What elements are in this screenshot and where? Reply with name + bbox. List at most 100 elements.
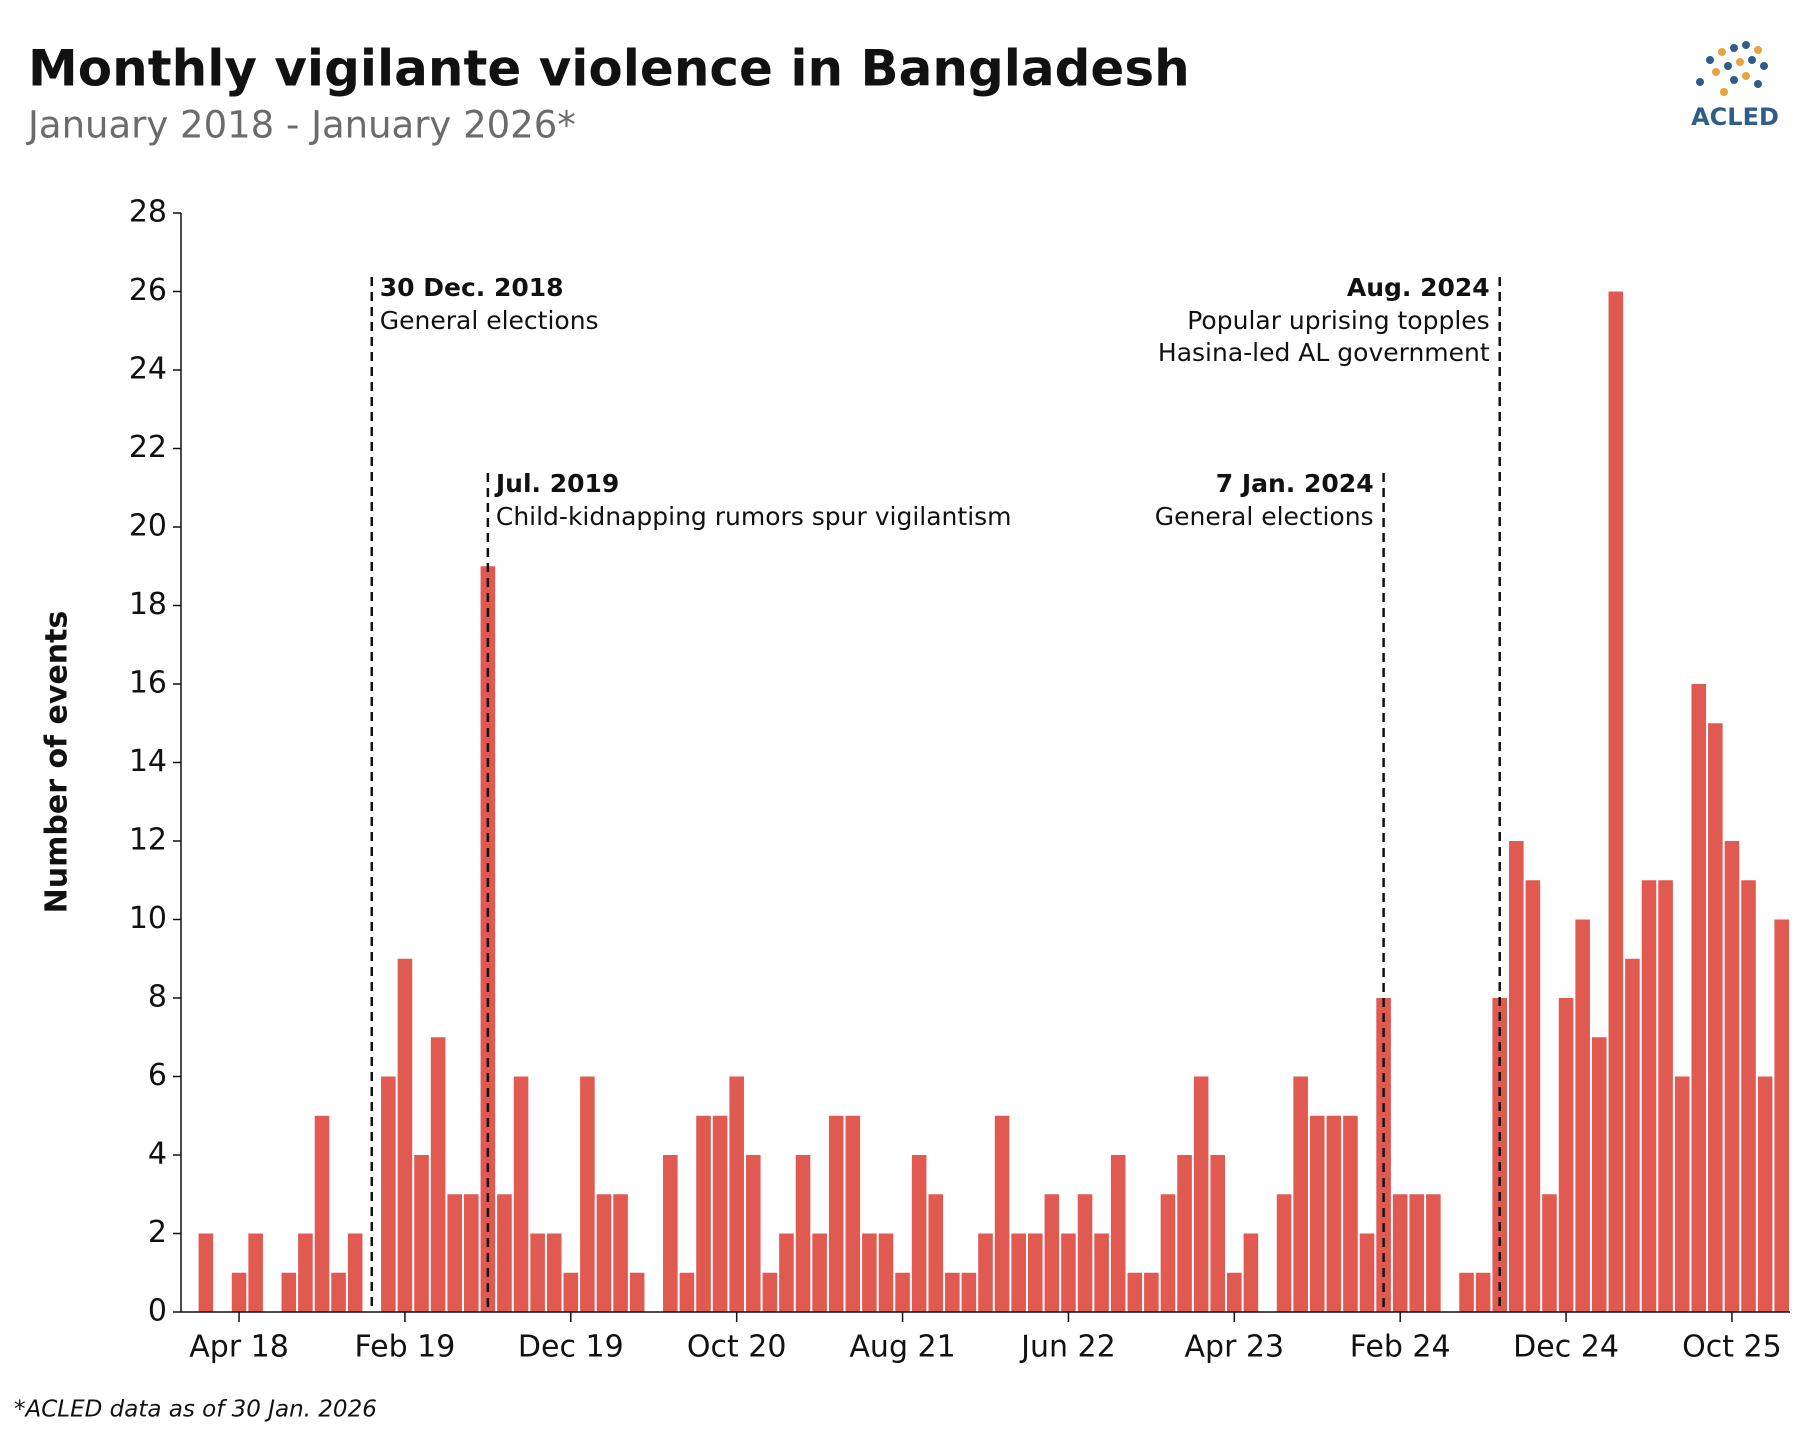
bar (1293, 1076, 1308, 1312)
bar (745, 1155, 761, 1312)
bar (1011, 1233, 1026, 1312)
y-tick-label: 26 (129, 273, 167, 308)
bar (1309, 1115, 1325, 1312)
bar (1641, 880, 1657, 1312)
bar (248, 1233, 263, 1312)
bar (1426, 1194, 1441, 1312)
bar (1061, 1233, 1076, 1312)
bar (895, 1272, 910, 1312)
annotation-date: Jul. 2019 (494, 469, 619, 498)
bar (911, 1155, 927, 1312)
bar (1392, 1194, 1408, 1312)
bar (1591, 1037, 1607, 1312)
bar (198, 1233, 214, 1312)
bar (729, 1076, 744, 1312)
bar (1575, 919, 1590, 1312)
bar (447, 1194, 462, 1312)
y-tick-label: 14 (129, 744, 167, 779)
chart-subtitle: January 2018 - January 2026* (26, 104, 576, 147)
bar (430, 1037, 446, 1312)
y-tick-label: 10 (129, 901, 167, 936)
bar (530, 1233, 545, 1312)
bar (463, 1194, 479, 1312)
bar (1243, 1233, 1259, 1312)
bar (845, 1115, 861, 1312)
bar (513, 1076, 529, 1312)
bar (862, 1233, 877, 1312)
bar (928, 1194, 944, 1312)
annotation-text: General elections (380, 306, 599, 335)
x-tick-label: Apr 23 (1185, 1330, 1285, 1365)
bar (331, 1272, 346, 1312)
bar (381, 1076, 396, 1312)
logo-text: ACLED (1691, 103, 1779, 131)
x-tick-label: Dec 24 (1513, 1330, 1619, 1365)
bar (1509, 841, 1524, 1312)
bar (762, 1272, 778, 1312)
bar (1276, 1194, 1292, 1312)
bar (1177, 1155, 1192, 1312)
bar (613, 1194, 628, 1312)
x-tick-label: Dec 19 (518, 1330, 624, 1365)
bar (1625, 958, 1640, 1312)
bar (1044, 1194, 1060, 1312)
annotation-date: 30 Dec. 2018 (380, 273, 564, 302)
bar (1674, 1076, 1690, 1312)
bar (596, 1194, 612, 1312)
bar (546, 1233, 562, 1312)
bar (397, 958, 413, 1312)
bar (1077, 1194, 1093, 1312)
bar (1210, 1155, 1226, 1312)
bar (1459, 1272, 1474, 1312)
bar (945, 1272, 960, 1312)
y-tick-label: 6 (148, 1058, 167, 1093)
annotation-text: Popular uprising topples (1187, 306, 1489, 335)
bar (978, 1233, 993, 1312)
x-tick-label: Oct 25 (1682, 1330, 1782, 1365)
bar (1542, 1194, 1557, 1312)
x-tick-label: Feb 19 (355, 1330, 456, 1365)
bar (314, 1115, 330, 1312)
bar (779, 1233, 794, 1312)
bar (347, 1233, 363, 1312)
bar (712, 1115, 728, 1312)
bar (663, 1155, 678, 1312)
chart-title: Monthly vigilante violence in Bangladesh (28, 40, 1190, 98)
bar (580, 1076, 595, 1312)
annotation-date: 7 Jan. 2024 (1216, 469, 1374, 498)
y-axis-label: Number of events (40, 611, 75, 914)
bar (1741, 880, 1756, 1312)
bar (1110, 1155, 1126, 1312)
bar (1409, 1194, 1425, 1312)
bar (795, 1155, 811, 1312)
y-tick-label: 4 (148, 1137, 167, 1172)
bar (497, 1194, 512, 1312)
bar (1475, 1272, 1491, 1312)
annotation-date: Aug. 2024 (1347, 273, 1490, 302)
x-tick-label: Oct 20 (687, 1330, 787, 1365)
x-tick-label: Feb 24 (1350, 1330, 1451, 1365)
bar (1691, 684, 1707, 1312)
y-tick-label: 2 (148, 1215, 167, 1250)
bar (1343, 1115, 1358, 1312)
bar (994, 1115, 1010, 1312)
annotation-text: Child-kidnapping rumors spur vigilantism (496, 502, 1012, 531)
y-tick-label: 22 (129, 430, 167, 465)
bar (1608, 291, 1624, 1312)
bar (1525, 880, 1541, 1312)
y-tick-label: 8 (148, 980, 167, 1015)
x-tick-label: Jun 22 (1019, 1330, 1116, 1365)
bar (1708, 723, 1723, 1312)
x-tick-label: Aug 21 (849, 1330, 955, 1365)
bar (696, 1115, 711, 1312)
bar (878, 1233, 894, 1312)
bar (1193, 1076, 1209, 1312)
bar (563, 1272, 579, 1312)
annotation-text: General elections (1155, 502, 1374, 531)
bar (1027, 1233, 1043, 1312)
bar (1359, 1233, 1375, 1312)
footnote: *ACLED data as of 30 Jan. 2026 (14, 1397, 377, 1423)
bar (828, 1115, 844, 1312)
bar (961, 1272, 977, 1312)
